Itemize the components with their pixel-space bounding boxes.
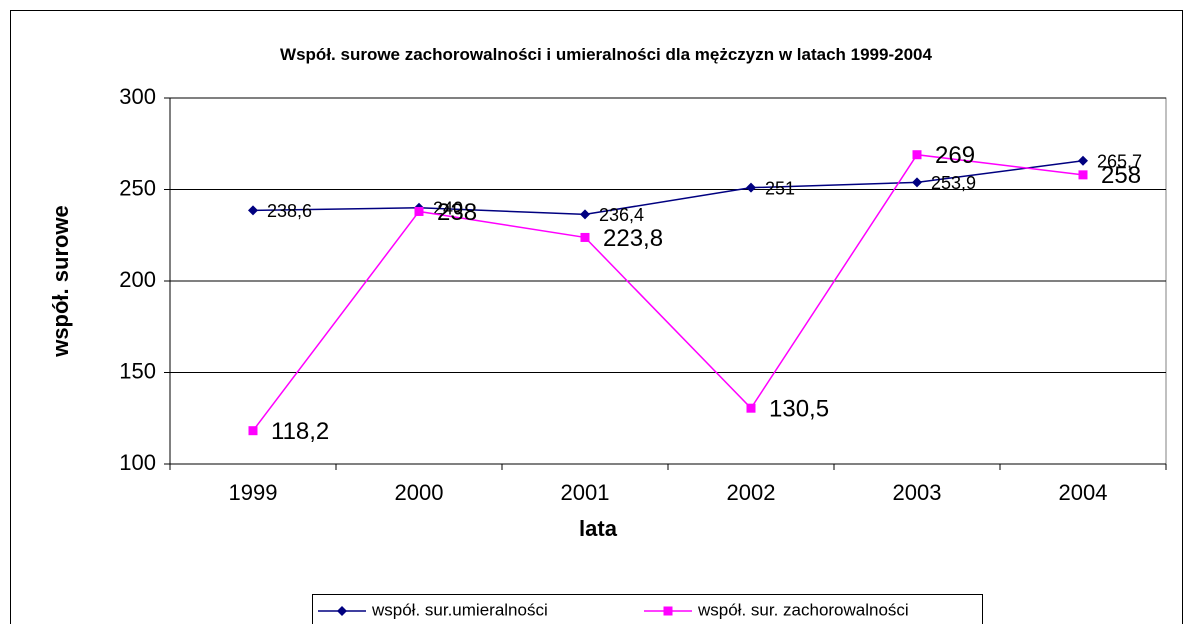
data-label: 265,7 xyxy=(1097,152,1142,172)
data-point xyxy=(912,150,922,160)
data-point xyxy=(746,403,756,413)
x-tick-label: 2004 xyxy=(1059,480,1108,505)
x-tick-label: 2001 xyxy=(561,480,610,505)
x-tick-label: 1999 xyxy=(229,480,278,505)
data-point xyxy=(912,177,922,188)
data-label: 236,4 xyxy=(599,205,644,225)
data-point xyxy=(580,232,590,242)
data-point xyxy=(414,206,424,216)
data-point xyxy=(1078,155,1088,166)
legend-marker xyxy=(663,606,673,616)
legend-box xyxy=(312,594,983,624)
data-label: 269 xyxy=(935,142,975,169)
data-label: 240 xyxy=(433,199,463,219)
y-tick-label: 200 xyxy=(119,267,156,292)
series-line xyxy=(252,160,1084,216)
data-label: 238 xyxy=(437,199,477,226)
chart-title: Współ. surowe zachorowalności i umieraln… xyxy=(280,45,932,64)
data-label: 238,6 xyxy=(267,201,312,221)
data-point xyxy=(580,209,590,220)
data-label: 251 xyxy=(765,178,795,198)
data-point xyxy=(1078,170,1088,180)
data-label: 118,2 xyxy=(271,418,329,445)
y-tick-label: 300 xyxy=(119,84,156,109)
legend-label: współ. sur. zachorowalności xyxy=(697,600,909,619)
y-tick-label: 150 xyxy=(119,358,156,383)
legend-marker xyxy=(337,606,347,616)
data-label: 223,8 xyxy=(603,225,663,252)
x-axis-label: lata xyxy=(579,516,618,541)
data-label: 253,9 xyxy=(931,173,976,193)
series-line xyxy=(252,153,1084,432)
y-tick-label: 250 xyxy=(119,175,156,200)
data-point xyxy=(248,205,258,216)
data-point xyxy=(248,426,258,436)
x-tick-label: 2003 xyxy=(893,480,942,505)
y-tick-label: 100 xyxy=(119,450,156,475)
x-tick-label: 2002 xyxy=(727,480,776,505)
data-point xyxy=(746,182,756,193)
data-label: 258 xyxy=(1101,162,1141,189)
legend-label: współ. sur.umieralności xyxy=(371,600,548,619)
y-axis-label: współ. surowe xyxy=(48,205,73,358)
data-label: 130,5 xyxy=(769,396,829,423)
x-tick-label: 2000 xyxy=(395,480,444,505)
